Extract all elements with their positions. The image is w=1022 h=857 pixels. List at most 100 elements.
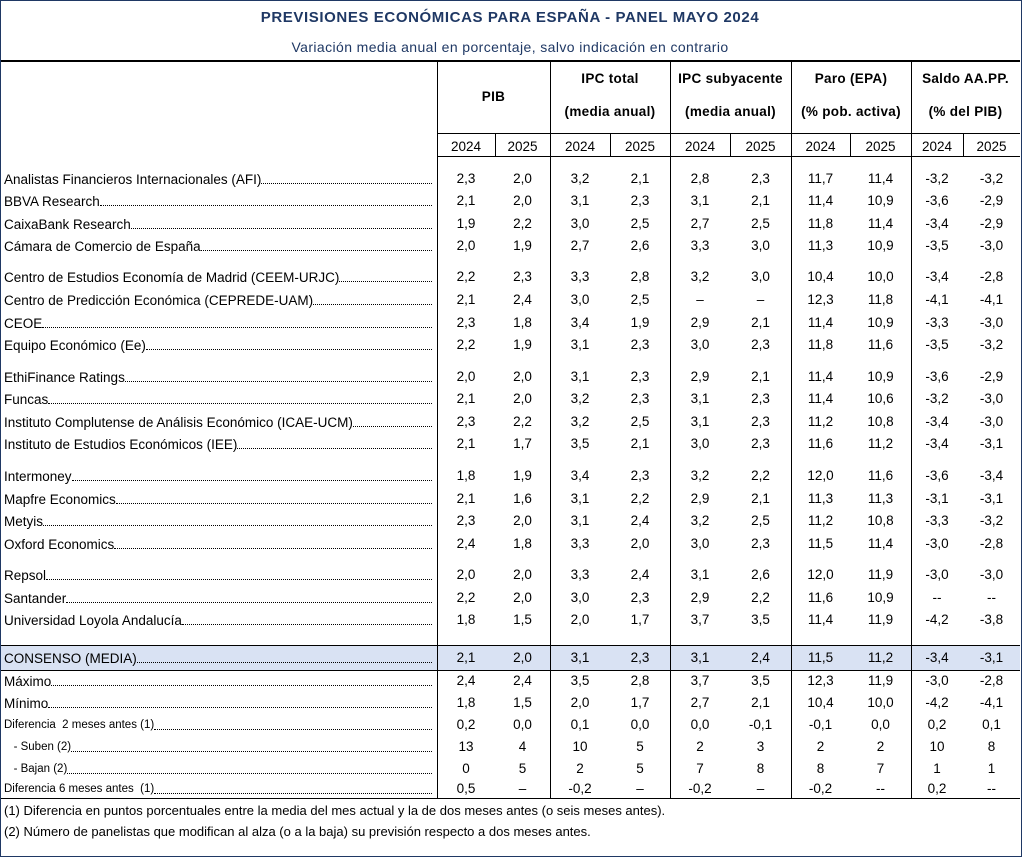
- forecaster-row-value: 2,4: [630, 513, 650, 528]
- forecaster-row-value: 2,9: [690, 315, 710, 330]
- dot-leader: [145, 348, 432, 350]
- group-divider: [670, 60, 671, 798]
- forecaster-row-value: 3,2: [570, 414, 590, 429]
- consensus-row-value: 2,3: [630, 650, 650, 665]
- forecaster-row-value: -3,0: [979, 391, 1004, 406]
- forecaster-row-value: -3,2: [979, 337, 1004, 352]
- forecaster-row-value: -3,4: [979, 468, 1004, 483]
- forecaster-row-value: 3,2: [690, 468, 710, 483]
- summary-row-value: 0,2: [927, 717, 947, 732]
- dot-leader: [43, 524, 432, 526]
- forecaster-row-value: 11,8: [807, 216, 834, 231]
- summary-row-value: 2: [576, 761, 584, 776]
- forecaster-row-value: -3,0: [979, 238, 1004, 253]
- dot-leader: [71, 750, 432, 752]
- forecaster-row-value: 1,6: [513, 491, 532, 506]
- dot-leader: [154, 728, 432, 730]
- forecaster-row-value: --: [987, 590, 996, 605]
- forecaster-row-value: --: [932, 590, 942, 605]
- forecaster-row-value: -3,5: [925, 238, 949, 253]
- forecaster-row-value: 2,5: [630, 292, 650, 307]
- forecaster-row-value: 3,1: [570, 491, 590, 506]
- forecaster-row-value: -3,4: [925, 414, 949, 429]
- forecaster-row-value: -3,2: [979, 171, 1004, 186]
- summary-row-value: --: [987, 781, 996, 796]
- forecaster-row-label: Metyis: [4, 512, 432, 530]
- dot-leader: [71, 479, 432, 481]
- summary-row-value: 10: [929, 739, 945, 754]
- forecaster-row-label: EthiFinance Ratings: [4, 368, 432, 386]
- forecaster-row-value: 2,8: [630, 269, 650, 284]
- dot-leader: [154, 792, 432, 794]
- row-label-text: Oxford Economics: [4, 536, 115, 552]
- year-header: 2025: [976, 139, 1007, 154]
- forecaster-row-value: 11,9: [867, 567, 894, 582]
- row-label-text: Centro de Predicción Económica (CEPREDE-…: [4, 292, 314, 308]
- dot-leader: [114, 547, 432, 549]
- summary-row-value: 7: [876, 761, 885, 776]
- forecaster-row-value: 2,3: [456, 171, 476, 186]
- forecaster-row-value: 3,1: [570, 337, 590, 352]
- forecaster-row-value: 2,3: [456, 513, 476, 528]
- summary-row-value: -0,2: [688, 781, 712, 796]
- forecaster-row-value: 3,1: [690, 391, 710, 406]
- consensus-row-value: 11,2: [867, 650, 894, 665]
- forecaster-row-value: 1,8: [513, 315, 532, 330]
- row-label-text: Cámara de Comercio de España: [4, 238, 201, 254]
- forecaster-row-value: 11,4: [867, 536, 894, 551]
- forecaster-row-value: 11,8: [867, 292, 894, 307]
- consensus-row-value: 2,1: [456, 650, 476, 665]
- summary-row-value: 3,5: [570, 673, 590, 688]
- summary-row-value: 0,1: [570, 717, 590, 732]
- forecaster-row-value: 2,6: [630, 238, 650, 253]
- forecaster-row-label: Oxford Economics: [4, 535, 432, 553]
- forecaster-row-value: 2,1: [456, 292, 476, 307]
- forecaster-row-value: 2,3: [751, 414, 770, 429]
- forecaster-row-label: Instituto Complutense de Análisis Económ…: [4, 413, 432, 431]
- footnote: (1) Diferencia en puntos porcentuales en…: [4, 803, 666, 818]
- summary-row-label: Máximo: [4, 672, 432, 690]
- forecaster-row-value: 2,3: [630, 590, 650, 605]
- consensus-band: [1, 646, 1020, 670]
- forecaster-row-value: 2,9: [690, 369, 710, 384]
- forecaster-row-value: 1,7: [513, 436, 532, 451]
- row-label-text: Instituto de Estudios Económicos (IEE): [4, 436, 238, 452]
- forecaster-row-value: 2,3: [630, 337, 650, 352]
- forecaster-row-value: 2,2: [456, 269, 476, 284]
- year-header: 2025: [624, 139, 656, 154]
- summary-row-value: 0,0: [871, 717, 890, 732]
- row-label-text: EthiFinance Ratings: [4, 369, 125, 385]
- dot-leader: [136, 661, 432, 663]
- forecaster-row-value: -3,1: [925, 491, 949, 506]
- forecaster-row-value: 10,9: [867, 315, 894, 330]
- dot-leader: [124, 380, 432, 382]
- forecaster-row-value: -4,1: [925, 292, 949, 307]
- forecaster-row-label: Cámara de Comercio de España: [4, 237, 432, 255]
- forecaster-row-label: BBVA Research: [4, 192, 432, 210]
- column-header-unit: (media anual): [685, 104, 776, 119]
- row-label-text: Centro de Estudios Economía de Madrid (C…: [4, 269, 340, 285]
- forecaster-row-value: -2,8: [979, 269, 1004, 284]
- forecaster-row-value: 10,9: [867, 193, 894, 208]
- forecaster-row-value: 2,3: [456, 315, 476, 330]
- summary-row-value: -2,8: [979, 673, 1004, 688]
- forecaster-row-value: 11,9: [867, 612, 894, 627]
- forecaster-row-value: 3,0: [690, 337, 710, 352]
- row-label-text: CaixaBank Research: [4, 216, 131, 232]
- forecaster-row-label: Mapfre Economics: [4, 490, 432, 508]
- year-header: 2025: [865, 139, 896, 154]
- forecaster-row-value: 2,0: [570, 612, 590, 627]
- forecaster-row-value: 3,4: [570, 468, 590, 483]
- summary-row-value: 2,4: [513, 673, 532, 688]
- footnote: (2) Número de panelistas que modifican a…: [4, 824, 591, 839]
- forecaster-row-value: 3,3: [570, 536, 590, 551]
- dot-leader: [181, 623, 432, 625]
- forecaster-row-value: 10,4: [807, 269, 834, 284]
- forecaster-row-value: 3,0: [570, 590, 590, 605]
- summary-row-value: 5: [518, 761, 527, 776]
- forecaster-row-value: 2,3: [456, 414, 476, 429]
- forecaster-row-value: 3,2: [690, 269, 710, 284]
- forecaster-row-value: 2,4: [513, 292, 532, 307]
- forecaster-row-value: 1,5: [513, 612, 532, 627]
- forecaster-row-value: -2,9: [979, 369, 1004, 384]
